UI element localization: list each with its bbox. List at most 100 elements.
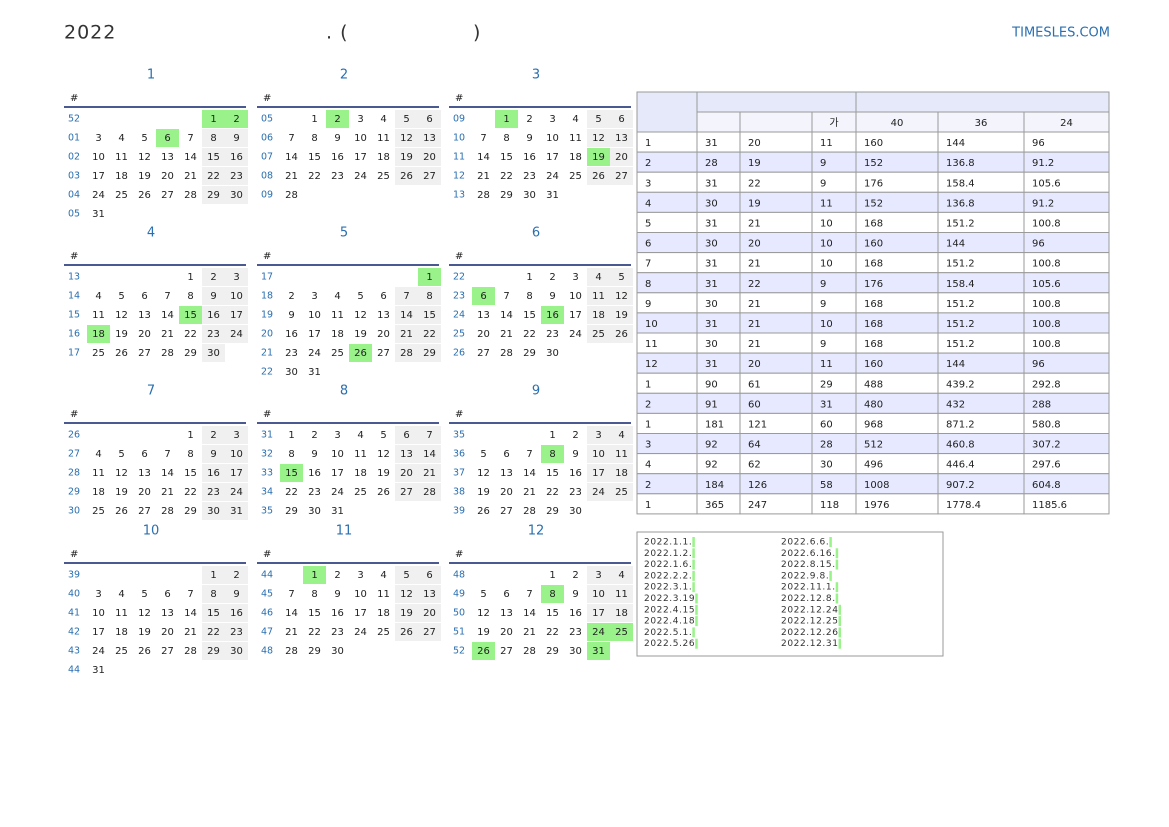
month-title: 12 [528,524,545,539]
day: 29 [207,190,220,201]
day: 6 [426,114,432,125]
week-header: # [455,93,463,104]
weekend-cell [202,344,225,362]
table-cell [696,433,741,455]
weekend-cell [610,287,633,305]
table-value: 488 [864,379,883,390]
weekend-cell [202,287,225,305]
day: 19 [477,627,490,638]
table-cell [811,453,857,475]
holiday-marker [692,537,695,547]
week-number: 44 [261,570,273,581]
weekend-cell [202,306,225,324]
weekend-cell [395,110,418,128]
day: 5 [118,291,124,302]
weekend-cell [610,148,633,166]
holiday-marker [692,559,695,570]
day: 11 [377,133,390,144]
day: 15 [207,608,220,619]
week-number: 20 [261,329,273,340]
day: 11 [115,608,128,619]
table-cell [696,151,741,173]
day: 14 [400,310,413,321]
weekend-cell [587,110,610,128]
weekend-cell [610,426,633,444]
day: 21 [285,171,298,182]
table-cell [696,171,741,193]
day: 18 [592,310,605,321]
day: 24 [592,627,605,638]
table-value: 126 [748,480,767,491]
day: 23 [523,171,536,182]
day: 2 [210,430,216,441]
table-value: 1778.4 [946,500,981,511]
month-title: 3 [532,68,540,83]
day: 28 [184,190,197,201]
day: 6 [164,589,170,600]
week-number: 22 [261,367,273,378]
day: 24 [354,171,367,182]
day: 27 [500,506,513,517]
day: 28 [161,348,174,359]
day: 20 [423,152,436,163]
day: 19 [377,468,390,479]
holiday-cell [587,642,610,660]
table-value: 1185.6 [1032,500,1067,511]
month-title: 2 [340,68,348,83]
weekend-cell [587,325,610,343]
table-value: 2 [645,480,651,491]
weekend-cell [587,167,610,185]
weekend-cell [418,167,441,185]
day: 16 [285,329,298,340]
day: 14 [423,449,436,460]
table-value: 288 [1032,399,1051,410]
table-cell [696,272,741,294]
month-title: 9 [532,384,540,399]
day: 3 [311,291,317,302]
weekend-cell [395,604,418,622]
table-cell [696,372,741,394]
day: 25 [615,487,628,498]
day: 3 [357,570,363,581]
holiday-marker [829,537,832,547]
table-cell [696,453,741,475]
day: 19 [138,627,151,638]
holiday-cell [87,325,110,343]
day: 13 [477,310,490,321]
week-number: 44 [68,665,80,676]
day: 4 [380,570,386,581]
weekend-cell [202,585,225,603]
day: 23 [285,348,298,359]
day: 13 [500,468,513,479]
table-value: 22 [748,178,761,189]
day: 8 [210,133,216,144]
day: 25 [615,627,628,638]
table-value: 21 [748,299,761,310]
day: 10 [354,133,367,144]
weekend-cell [610,464,633,482]
table-value: 100.8 [1032,259,1061,270]
day: 1 [549,430,555,441]
site-link[interactable]: TIMESLES.COM [1011,26,1110,41]
weekend-cell [418,604,441,622]
day: 12 [115,468,128,479]
day: 22 [207,171,220,182]
holiday-cell [418,268,441,286]
day: 30 [523,190,536,201]
weekend-cell [418,464,441,482]
day: 30 [285,367,298,378]
holiday-cell [541,585,564,603]
day: 27 [423,171,436,182]
day: 24 [331,487,344,498]
holiday-cell [280,464,303,482]
table-cell [811,473,857,495]
day: 2 [572,570,578,581]
day: 9 [233,589,239,600]
week-number: 09 [453,114,465,125]
day: 24 [92,190,105,201]
day: 15 [184,310,197,321]
day: 26 [354,348,367,359]
month-title: 6 [532,226,540,241]
day: 27 [161,646,174,657]
weekend-cell [587,464,610,482]
